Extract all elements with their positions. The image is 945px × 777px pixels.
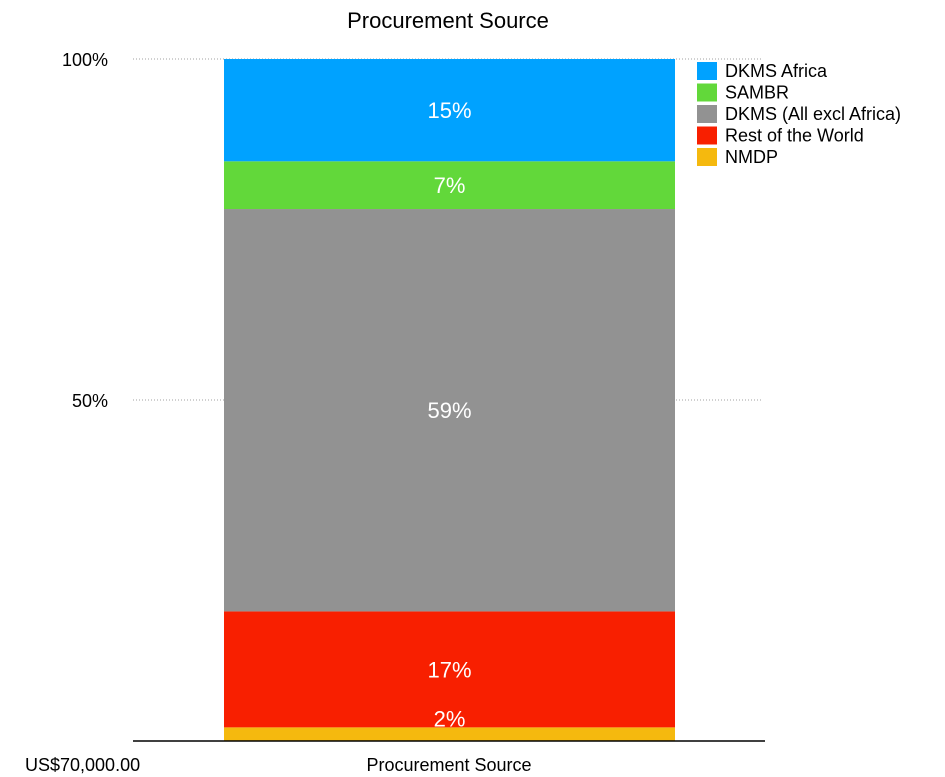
legend-label-rest-of-the-world: Rest of the World [725, 126, 864, 146]
legend-swatch-dkms-africa [697, 62, 717, 80]
bar-segment-nmdp [224, 727, 675, 741]
legend-label-nmdp: NMDP [725, 147, 778, 167]
data-label-nmdp: 2% [434, 706, 466, 731]
legend-label-sambr: SAMBR [725, 83, 789, 103]
bar-segment-dkms-africa [224, 59, 675, 162]
data-label-dkms-all-excl-africa: 59% [427, 398, 471, 423]
legend-swatch-rest-of-the-world [697, 126, 717, 145]
bar-segments [224, 59, 675, 741]
data-label-sambr: 7% [434, 173, 466, 198]
chart-title: Procurement Source [347, 8, 549, 33]
data-label-rest-of-the-world: 17% [427, 657, 471, 682]
legend-label-dkms-africa: DKMS Africa [725, 61, 828, 81]
legend-swatch-nmdp [697, 148, 717, 166]
category-label: Procurement Source [366, 755, 531, 775]
bar-segment-sambr [224, 161, 675, 210]
y-tick-100: 100% [62, 50, 108, 70]
legend-swatch-sambr [697, 83, 717, 102]
segment-labels: 2% 17% 59% 7% 15% [427, 98, 471, 731]
y-tick-50: 50% [72, 391, 108, 411]
bar-segment-dkms-all-excl-africa [224, 209, 675, 612]
legend-swatch-dkms-all-excl-africa [697, 105, 717, 123]
bar-segment-rest-of-the-world [224, 611, 675, 728]
data-label-dkms-africa: 15% [427, 98, 471, 123]
bottom-value-label: US$70,000.00 [25, 755, 140, 775]
legend-label-dkms-all-excl-africa: DKMS (All excl Africa) [725, 104, 901, 124]
